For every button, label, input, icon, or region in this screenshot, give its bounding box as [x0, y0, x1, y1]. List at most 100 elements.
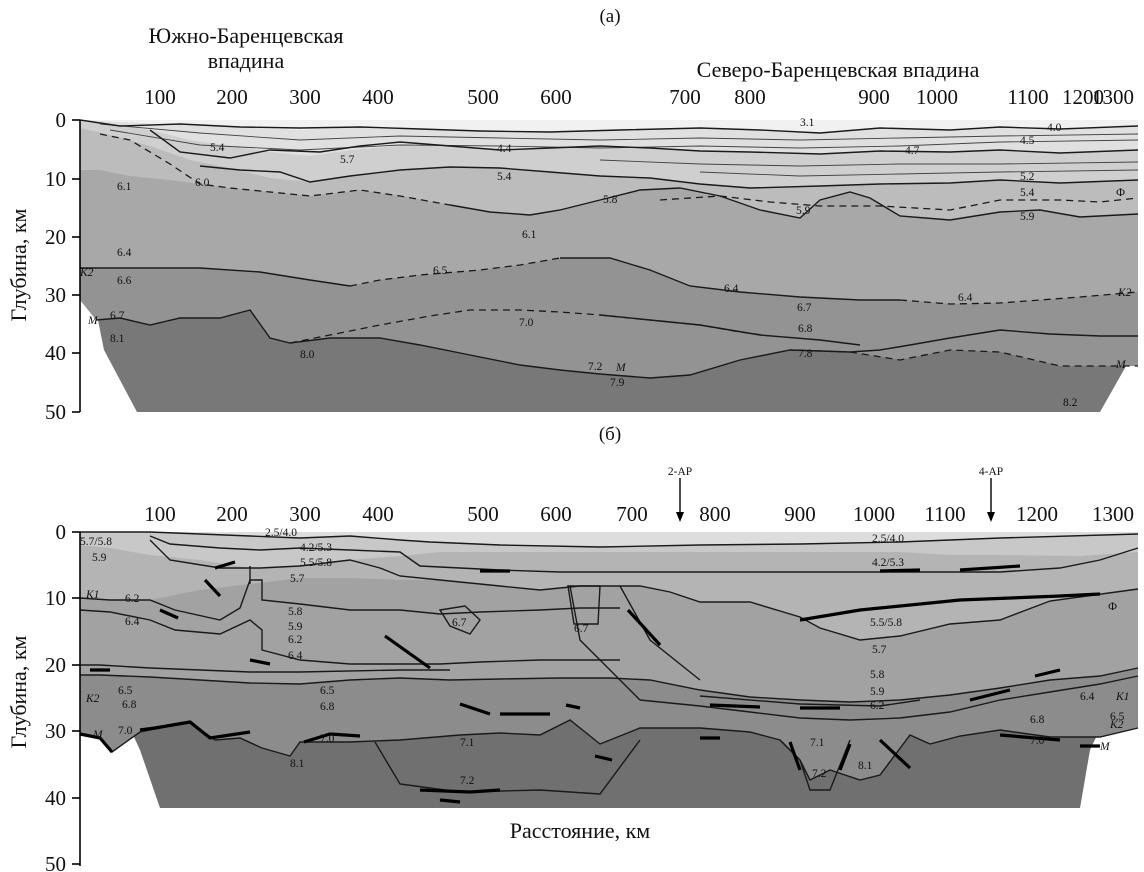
vel-a-21: 6.4	[958, 292, 973, 304]
tick-b-500: 500	[467, 502, 499, 526]
marker-4ap-label: 4-AP	[979, 466, 1003, 478]
vel-b-0: 5.7/5.8	[80, 536, 112, 548]
vel-a-27: 7.2	[588, 361, 603, 373]
bnd-a-phi-right: Ф	[1116, 187, 1125, 199]
vel-a-20: 6.7	[797, 302, 812, 314]
vel-a-19: 6.4	[724, 283, 739, 295]
vel-b-19: 6.5	[118, 685, 133, 697]
vel-a-7: 6.1	[117, 181, 132, 193]
tick-a-600: 600	[540, 85, 572, 109]
vel-a-18: 6.5	[433, 265, 448, 277]
vel-a-8: 6.0	[195, 177, 210, 189]
ytick-b-20: 20	[45, 653, 66, 677]
tick-b-300: 300	[289, 502, 321, 526]
bnd-b-k2-left: K2	[85, 693, 100, 705]
ytick-b-40: 40	[45, 786, 66, 810]
vel-a-17: 6.6	[117, 275, 132, 287]
reflector-5	[880, 570, 920, 571]
reflector-14	[710, 705, 760, 707]
vel-a-10: 5.2	[1020, 171, 1035, 183]
panel-a-y-ticks: 0 10 20 30 40 50	[45, 108, 66, 424]
vel-a-13: 5.9	[796, 205, 811, 217]
tick-b-800: 800	[699, 502, 731, 526]
tick-b-900: 900	[784, 502, 816, 526]
panel-a-header-right: Северо-Баренцевская впадина	[697, 57, 980, 82]
tick-b-1300: 1300	[1092, 502, 1134, 526]
bnd-b-m-left: M	[92, 729, 104, 741]
vel-b-32: 8.1	[290, 758, 305, 770]
ytick-b-10: 10	[45, 586, 66, 610]
vel-b-22: 6.8	[320, 701, 335, 713]
bnd-b-k2-right: K2	[1109, 719, 1124, 731]
tick-b-200: 200	[216, 502, 248, 526]
vel-b-25: 6.4	[1080, 691, 1095, 703]
vel-b-18: 5.8	[870, 669, 885, 681]
panel-a: (a) Южно-Баренцевская впадина Северо-Бар…	[6, 6, 1138, 424]
bnd-b-m-right: M	[1099, 741, 1111, 753]
tick-a-700: 700	[669, 85, 701, 109]
vel-b-14: 6.7	[452, 617, 467, 629]
vel-b-23: 5.9	[870, 686, 885, 698]
tick-a-1000: 1000	[916, 85, 958, 109]
vel-b-3: 4.2/5.3	[300, 542, 332, 554]
vel-a-30: 8.2	[1063, 397, 1078, 409]
vel-a-24: 6.8	[798, 323, 813, 335]
tick-b-100: 100	[144, 502, 176, 526]
tick-a-1300: 1300	[1092, 85, 1134, 109]
panel-b-y-ticks: 0 10 20 30 40 50	[45, 520, 66, 872]
vel-b-20: 6.8	[122, 699, 137, 711]
panel-a-letter: (a)	[599, 6, 620, 27]
vel-a-5: 4.7	[905, 145, 920, 157]
panel-b-x-ticks: 100 200 300 400 500 600 700 800 900 1000…	[144, 502, 1134, 526]
vel-b-15: 6.7	[574, 623, 589, 635]
tick-a-300: 300	[289, 85, 321, 109]
panel-b-xlabel: Расстояние, км	[510, 818, 651, 843]
tick-a-200: 200	[216, 85, 248, 109]
tick-a-500: 500	[467, 85, 499, 109]
tick-b-1200: 1200	[1016, 502, 1058, 526]
vel-b-30: 7.1	[460, 737, 475, 749]
vel-b-28: 7.0	[118, 725, 133, 737]
reflector-30	[440, 800, 460, 802]
vel-a-14: 5.9	[1020, 211, 1035, 223]
bnd-a-k2-right: K2	[1117, 287, 1132, 299]
vel-b-6: 2.5/4.0	[872, 533, 904, 545]
vel-a-25: 8.1	[110, 333, 125, 345]
tick-b-1100: 1100	[924, 502, 965, 526]
vel-b-35: 8.1	[858, 760, 873, 772]
vel-a-23: 7.0	[519, 317, 534, 329]
tick-a-100: 100	[144, 85, 176, 109]
bnd-a-k2-left: K2	[79, 267, 94, 279]
vel-a-11: 5.4	[1020, 187, 1035, 199]
vel-b-31: 7.1	[810, 737, 825, 749]
marker-2ap-arrowhead	[676, 512, 684, 522]
vel-a-3: 5.7	[340, 154, 355, 166]
marker-4ap-arrowhead	[987, 512, 995, 522]
vel-b-9: 6.4	[125, 616, 140, 628]
tick-b-400: 400	[362, 502, 394, 526]
vel-b-8: 6.2	[125, 593, 140, 605]
vel-b-21: 6.5	[320, 685, 335, 697]
bnd-a-m-mid: M	[615, 362, 627, 374]
vel-b-7: 4.2/5.3	[872, 557, 904, 569]
bnd-b-k1-right: K1	[1115, 691, 1129, 703]
ytick-a-20: 20	[45, 225, 66, 249]
vel-b-24: 6.2	[870, 700, 885, 712]
ytick-b-50: 50	[45, 852, 66, 872]
panel-a-header-left-line1: Южно-Баренцевская	[149, 23, 344, 48]
panel-b: (б) 2-AP 4-AP 100 200 300 400 500 600 70…	[6, 424, 1138, 872]
tick-a-900: 900	[858, 85, 890, 109]
vel-b-12: 6.2	[288, 634, 303, 646]
vel-a-0: 3.1	[800, 117, 815, 129]
vel-b-2: 2.5/4.0	[265, 527, 297, 539]
vel-b-36: 7.0	[1030, 735, 1045, 747]
bnd-b-phi-right: Ф	[1108, 601, 1117, 613]
tick-a-800: 800	[734, 85, 766, 109]
ytick-a-50: 50	[45, 400, 66, 424]
tick-b-700: 700	[616, 502, 648, 526]
vel-a-29: 7.8	[798, 348, 813, 360]
panel-b-letter: (б)	[599, 424, 621, 445]
ytick-a-30: 30	[45, 283, 66, 307]
ytick-a-10: 10	[45, 167, 66, 191]
